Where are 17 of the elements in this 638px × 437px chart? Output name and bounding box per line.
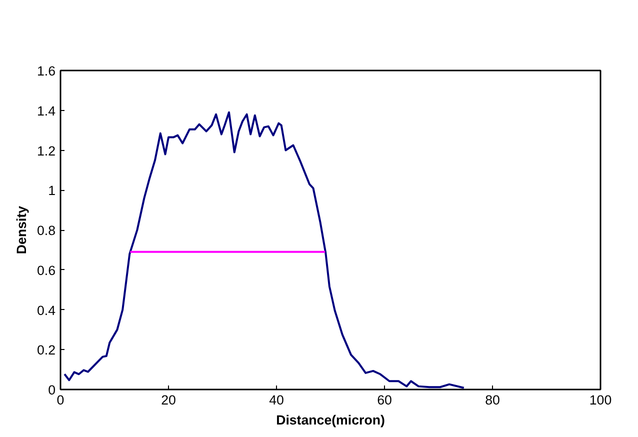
y-tick-label: 1.6: [36, 64, 56, 78]
x-tick-label: 80: [485, 392, 500, 408]
x-tick-label: 40: [269, 392, 284, 408]
y-tick-label: 0.2: [36, 342, 56, 358]
x-axis-title: Distance(micron): [276, 412, 385, 428]
y-tick-label: 1: [48, 183, 56, 198]
line-series: [64, 111, 465, 389]
y-tick-label: 0.4: [36, 302, 56, 318]
x-tick-label: 60: [377, 392, 392, 408]
y-tick-label: 1.4: [36, 103, 56, 118]
y-tick-label: 1.2: [36, 143, 56, 158]
x-tick-label: 100: [589, 392, 612, 408]
x-tick-label: 20: [161, 392, 176, 408]
y-tick-label: 0: [48, 382, 56, 398]
y-tick-label: 0.8: [36, 223, 56, 238]
y-axis-title: Density: [14, 205, 29, 254]
y-tick-label: 0.6: [36, 262, 56, 278]
